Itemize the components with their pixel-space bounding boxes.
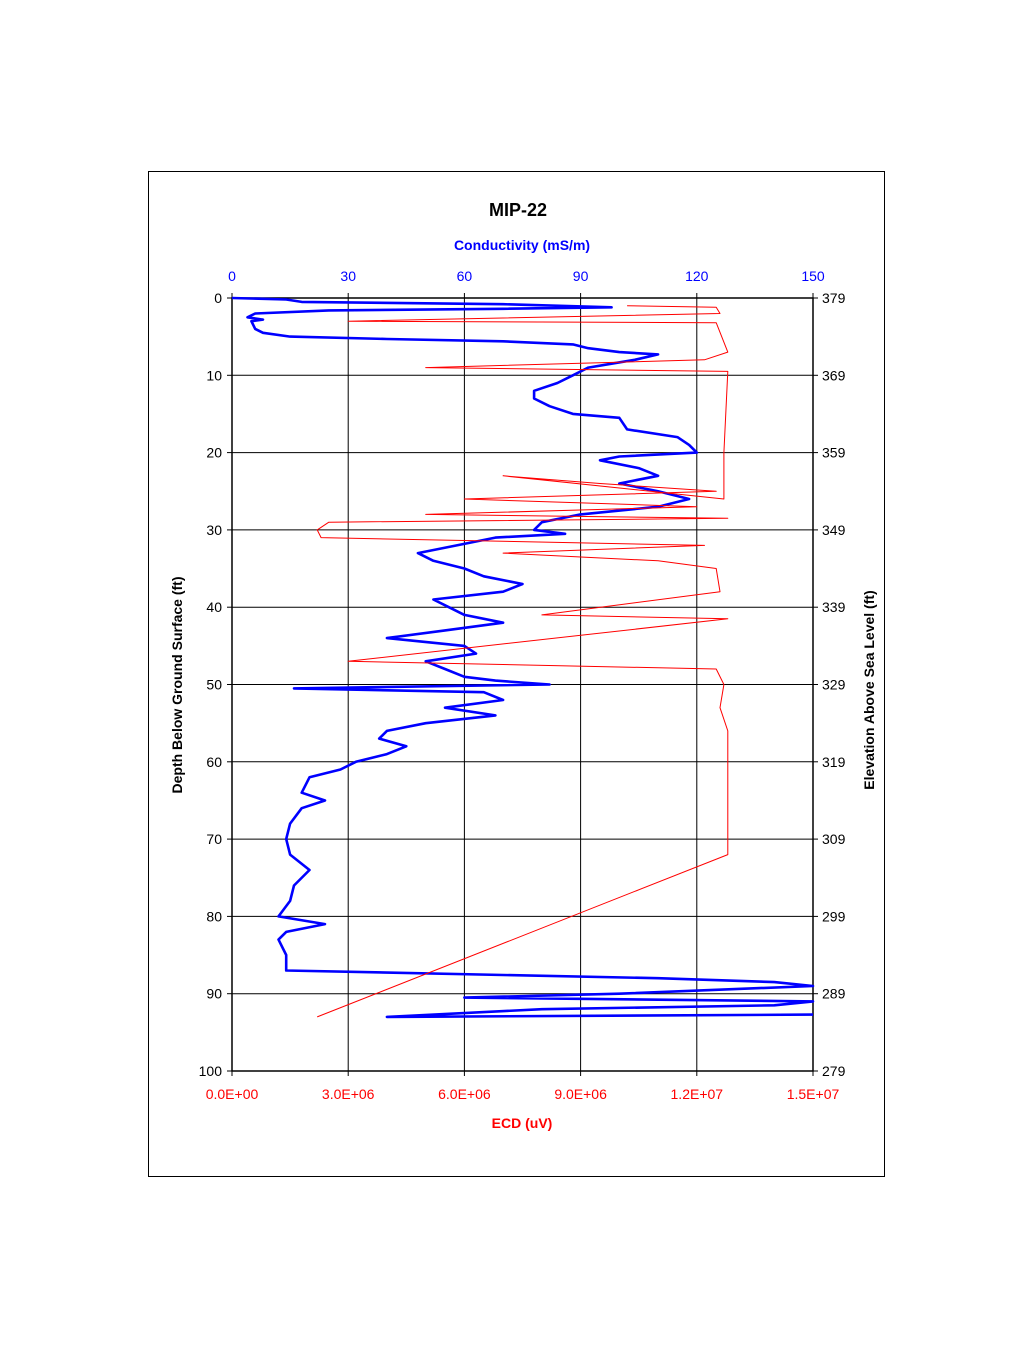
right-tick-label: 289 [822,986,846,1002]
left-tick-label: 50 [206,677,222,693]
chart-title: MIP-22 [489,200,547,220]
top-tick-label: 30 [340,268,356,284]
left-tick-label: 80 [206,908,222,924]
left-tick-label: 60 [206,754,222,770]
bottom-axis-label: ECD (uV) [492,1115,553,1131]
top-axis-label: Conductivity (mS/m) [454,237,590,253]
right-tick-label: 309 [822,831,846,847]
bottom-tick-label: 9.0E+06 [554,1086,607,1102]
left-tick-label: 40 [206,599,222,615]
left-tick-label: 20 [206,445,222,461]
bottom-tick-label: 0.0E+00 [206,1086,259,1102]
left-tick-label: 10 [206,367,222,383]
right-tick-label: 369 [822,367,846,383]
left-tick-label: 70 [206,831,222,847]
right-tick-label: 349 [822,522,846,538]
series-line-ecd [316,305,729,1018]
left-axis-label: Depth Below Ground Surface (ft) [169,577,185,794]
right-tick-label: 359 [822,445,846,461]
plot-layer: 0 379 10 369 20 359 30 349 40 339 50 329 60 319 70 309 8… [199,268,846,1102]
top-tick-label: 0 [228,268,236,284]
top-tick-label: 150 [801,268,825,284]
right-tick-label: 299 [822,908,846,924]
left-tick-label: 90 [206,986,222,1002]
bottom-tick-label: 3.0E+06 [322,1086,375,1102]
left-tick-label: 100 [199,1063,223,1079]
right-tick-label: 339 [822,599,846,615]
right-tick-label: 319 [822,754,846,770]
left-tick-label: 30 [206,522,222,538]
right-tick-label: 379 [822,290,846,306]
bottom-tick-label: 1.5E+07 [787,1086,840,1102]
plot-border [231,297,814,1072]
left-tick-label: 0 [214,290,222,306]
right-tick-label: 329 [822,677,846,693]
right-axis-label: Elevation Above Sea Level (ft) [861,590,877,789]
series-line-conductivity [231,296,815,1019]
right-tick-label: 279 [822,1063,846,1079]
chart-frame [148,171,885,1177]
bottom-tick-label: 1.2E+07 [671,1086,724,1102]
top-tick-label: 60 [457,268,473,284]
top-tick-label: 90 [573,268,589,284]
bottom-tick-label: 6.0E+06 [438,1086,491,1102]
top-tick-label: 120 [685,268,709,284]
